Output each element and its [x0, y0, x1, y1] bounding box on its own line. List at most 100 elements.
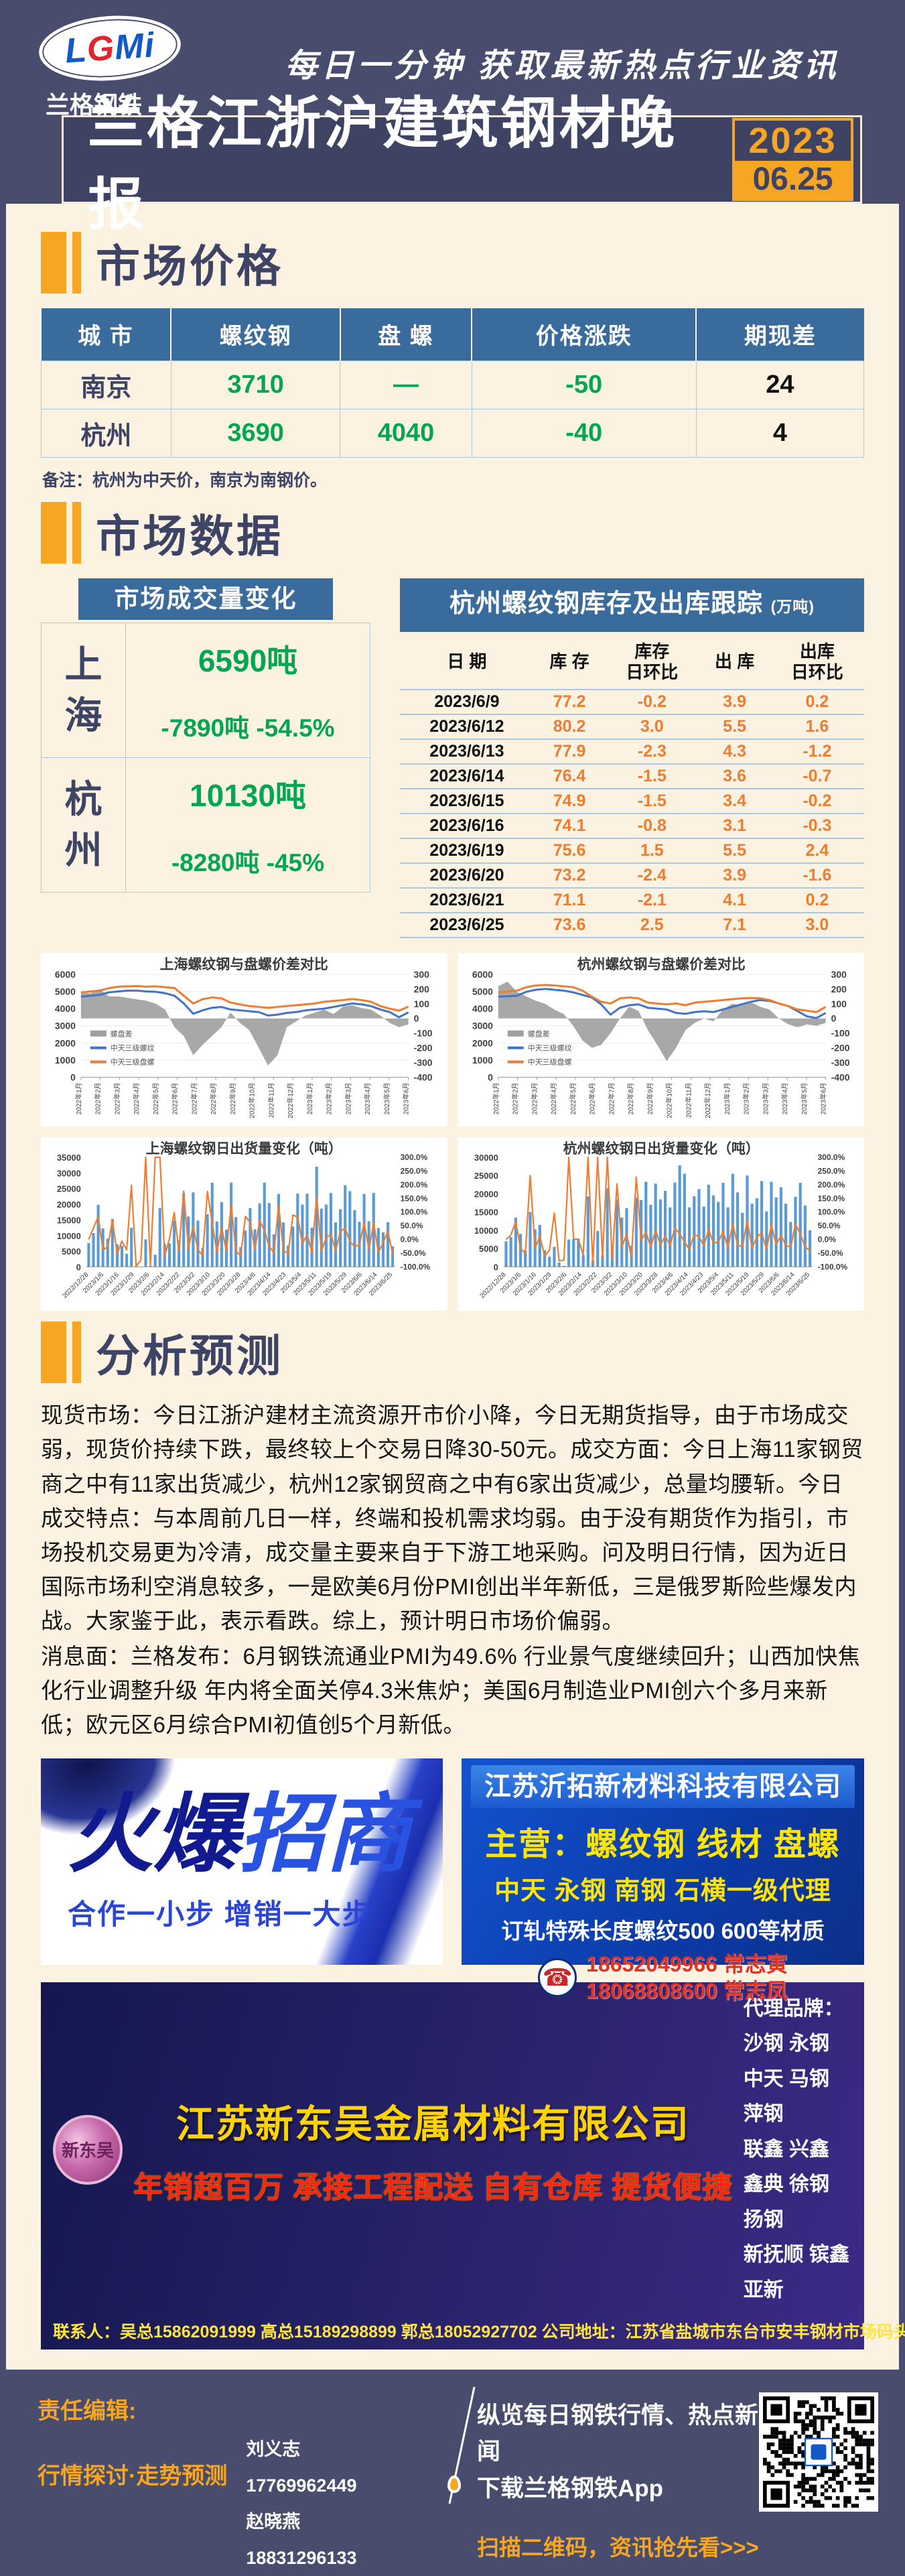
inventory-value: 2.4: [770, 838, 864, 863]
inventory-value: 76.4: [534, 764, 605, 789]
svg-text:上海螺纹钢日出货量变化（吨）: 上海螺纹钢日出货量变化（吨）: [146, 1141, 342, 1157]
yituo-company-name: 江苏沂拓新材料科技有限公司: [471, 1765, 855, 1808]
svg-text:15000: 15000: [474, 1208, 498, 1218]
ad-yituo-banner: 江苏沂拓新材料科技有限公司 主营：螺纹钢 线材 盘螺 中天 永钢 南钢 石横一级…: [462, 1758, 864, 1965]
svg-text:2023年2月: 2023年2月: [742, 1082, 750, 1114]
svg-text:2022年11月: 2022年11月: [684, 1082, 693, 1117]
inventory-value: 73.6: [534, 913, 605, 938]
qr-code: [759, 2392, 878, 2512]
svg-text:20000: 20000: [57, 1200, 81, 1210]
svg-text:4000: 4000: [472, 1003, 492, 1014]
editor-contact: 刘义志 17769962449: [246, 2431, 403, 2504]
svg-text:上海螺纹钢与盘螺价差对比: 上海螺纹钢与盘螺价差对比: [160, 956, 328, 972]
section-analysis: 分析预测: [41, 1320, 864, 1384]
volume-panel-title: 市场成交量变化: [78, 578, 333, 620]
inventory-value: -0.8: [605, 814, 699, 838]
inventory-date: 2023/6/12: [400, 714, 534, 739]
xindongwu-contacts: 联系人：吴总15862091999 高总15189298899 郭总180529…: [53, 2319, 852, 2343]
svg-text:5000: 5000: [479, 1244, 498, 1254]
inventory-value: 74.9: [534, 789, 605, 814]
promo-line1: 纵览每日钢铁行情、热点新闻: [477, 2398, 759, 2471]
volume-values: 10130吨-8280吨 -45%: [126, 757, 370, 892]
inventory-value: -2.3: [605, 739, 699, 764]
svg-text:5000: 5000: [55, 986, 76, 996]
logo-subtitle: 兰格钢铁: [46, 86, 240, 121]
svg-text:2023年5月: 2023年5月: [382, 1082, 391, 1114]
inventory-title-unit: (万吨): [771, 598, 815, 615]
svg-text:螺盘差: 螺盘差: [527, 1029, 549, 1038]
inventory-value: 5.5: [699, 838, 770, 863]
svg-text:-400: -400: [414, 1072, 433, 1082]
price-cell-city: 南京: [42, 361, 171, 409]
svg-text:2022年12月: 2022年12月: [703, 1082, 712, 1118]
svg-text:杭州螺纹钢日出货量变化（吨）: 杭州螺纹钢日出货量变化（吨）: [563, 1141, 759, 1157]
analysis-text: 现货市场：今日江浙沪建材主流资源开市价小降，今日无期货指导，由于市场成交弱，现货…: [41, 1398, 864, 1742]
inventory-value: -1.2: [770, 739, 864, 764]
inventory-value: 3.6: [699, 764, 770, 789]
svg-text:35000: 35000: [57, 1153, 81, 1163]
inventory-date: 2023/6/25: [400, 913, 534, 938]
svg-text:200.0%: 200.0%: [817, 1180, 845, 1189]
logo-letter: M: [113, 26, 145, 67]
top-header: LGMi 兰格钢铁 每日一分钟 获取最新热点行业资讯: [0, 0, 905, 115]
inventory-value: 71.1: [534, 888, 605, 913]
svg-text:200: 200: [414, 983, 430, 994]
svg-text:4000: 4000: [55, 1003, 76, 1014]
accent-bar-icon: [72, 232, 81, 294]
brands-label: 代理品牌：: [744, 1992, 852, 2027]
svg-text:2022年8月: 2022年8月: [209, 1082, 218, 1114]
svg-text:2022年10月: 2022年10月: [248, 1082, 257, 1118]
svg-text:100: 100: [831, 998, 847, 1009]
section-title-text: 市场价格: [96, 231, 283, 295]
inventory-value: 0.2: [770, 690, 864, 714]
svg-text:2022年11月: 2022年11月: [267, 1082, 275, 1117]
price-cell-city: 杭州: [42, 409, 171, 457]
svg-text:50.0%: 50.0%: [401, 1221, 423, 1230]
svg-text:2022年4月: 2022年4月: [549, 1082, 558, 1114]
svg-text:-100: -100: [414, 1027, 433, 1038]
svg-text:0: 0: [493, 1262, 498, 1272]
svg-text:2022年1月: 2022年1月: [491, 1082, 500, 1114]
svg-text:2023年2月: 2023年2月: [325, 1082, 334, 1114]
svg-text:0: 0: [414, 1013, 419, 1023]
svg-text:2022年8月: 2022年8月: [626, 1082, 635, 1114]
svg-text:2023年3月: 2023年3月: [344, 1082, 352, 1114]
accent-bar-icon: [72, 502, 81, 564]
svg-text:150.0%: 150.0%: [817, 1194, 845, 1203]
lgmi-logo-icon: LGMi: [37, 11, 183, 86]
inventory-value: -2.4: [605, 863, 699, 888]
svg-text:2022年5月: 2022年5月: [151, 1082, 160, 1114]
date-year: 2023: [735, 121, 851, 161]
logo-letter: L: [64, 30, 88, 70]
svg-text:25000: 25000: [57, 1184, 81, 1194]
svg-text:0.0%: 0.0%: [401, 1234, 419, 1244]
svg-text:2023年5月: 2023年5月: [799, 1082, 808, 1114]
date-day: 06.25: [735, 161, 851, 198]
svg-text:2023年1月: 2023年1月: [305, 1082, 314, 1114]
inventory-value: 73.2: [534, 863, 605, 888]
inventory-date: 2023/6/9: [400, 690, 534, 714]
inventory-col-header: 出库 日环比: [770, 636, 864, 690]
svg-text:1000: 1000: [55, 1054, 76, 1065]
svg-text:5000: 5000: [62, 1246, 81, 1257]
phone-icon: ☎: [538, 1958, 577, 1997]
logo-letter: i: [143, 25, 155, 65]
svg-text:中天三级螺纹: 中天三级螺纹: [527, 1043, 571, 1052]
brand-line: 沙钢 永钢 中天 马钢 萍钢: [744, 2026, 852, 2132]
phone-number: 18652049966 常志寅: [586, 1951, 788, 1978]
inventory-date: 2023/6/15: [400, 789, 534, 814]
inventory-value: -0.2: [770, 789, 864, 814]
inventory-value: 2.5: [605, 913, 699, 938]
inventory-value: 7.1: [699, 913, 770, 938]
inventory-value: 4.3: [699, 739, 770, 764]
